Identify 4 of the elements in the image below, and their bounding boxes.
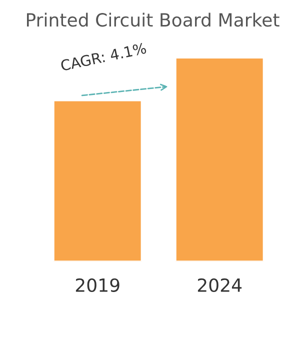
- annotation: CAGR: 4.1%: [60, 42, 147, 72]
- x-tick-label: 2019: [76, 278, 120, 292]
- x-tick-label: 2024: [198, 278, 242, 292]
- chart-title: Printed Circuit Board Market: [27, 12, 280, 27]
